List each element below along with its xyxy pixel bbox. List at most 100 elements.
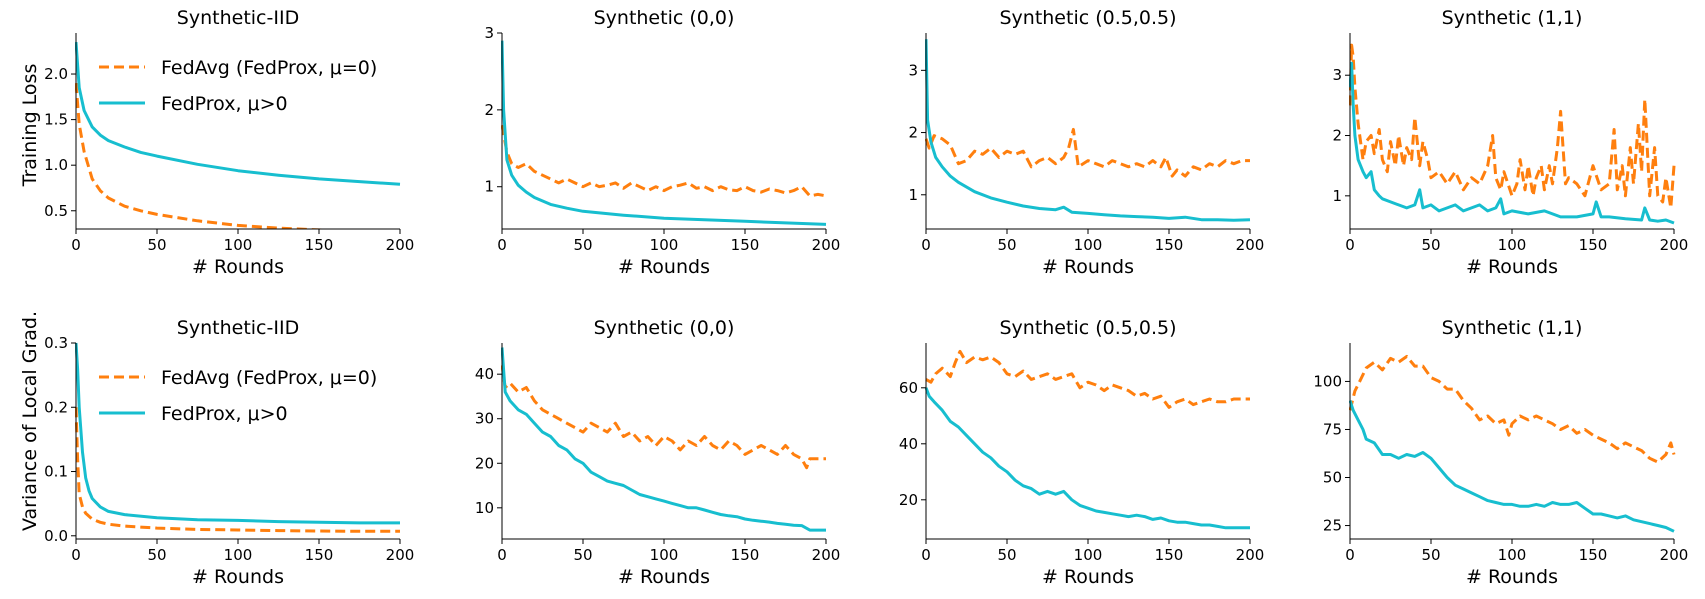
x-axis-label: # Rounds [192,256,284,278]
x-tick-label: 150 [1155,236,1184,254]
y-tick-label: 3 [484,24,494,42]
chart-panel-2: Synthetic (0.5,0.5) 0 50 100 150 200 1 2 3 # Roun… [908,7,1264,278]
panel-title: Synthetic (1,1) [1442,317,1583,339]
y-tick-label: 30 [475,410,494,428]
x-tick-label: 50 [573,546,592,564]
row1-ylabel: Variance of Local Grad. [19,311,41,531]
x-tick-label: 100 [1498,236,1527,254]
series-line-fedavg [925,127,1250,178]
y-tick-label: 60 [899,379,918,397]
series-line-fedprox [925,39,1251,222]
series-line-fedavg [501,124,827,198]
series-line-fedavg [1349,43,1676,210]
x-tick-label: 0 [921,236,931,254]
x-tick-label: 150 [1155,546,1184,564]
y-tick-label: 20 [475,454,494,472]
y-tick-label: 2 [908,124,918,142]
x-tick-label: 200 [1660,236,1689,254]
y-tick-label: 40 [899,435,918,453]
series-line-fedavg [75,407,400,533]
y-tick-label: 2 [484,101,494,119]
y-tick-label: 0.1 [44,463,68,481]
legend-label-fedprox: FedProx, μ>0 [161,403,288,425]
x-tick-label: 200 [386,546,415,564]
y-tick-label: 1 [908,186,918,204]
series-line-fedprox [75,41,401,186]
x-tick-label: 50 [147,546,166,564]
x-tick-label: 0 [1345,546,1355,564]
legend-label-fedavg: FedAvg (FedProx, μ=0) [161,57,377,79]
row0-ylabel: Training Loss [19,64,41,188]
x-tick-label: 150 [305,546,334,564]
x-tick-label: 50 [997,546,1016,564]
chart-panel-4: Synthetic-IID 0 50 100 150 200 0.0 0.1 0.2 0.3 # R… [44,317,414,588]
x-tick-label: 100 [224,236,253,254]
x-tick-label: 200 [386,236,415,254]
y-tick-label: 25 [1323,517,1342,535]
x-tick-label: 200 [812,546,841,564]
x-tick-label: 50 [1421,546,1440,564]
y-tick-label: 1 [484,178,494,196]
y-tick-label: 40 [475,365,494,383]
y-tick-label: 2 [1332,127,1342,145]
x-tick-label: 100 [650,236,679,254]
x-tick-label: 200 [812,236,841,254]
x-tick-label: 50 [1421,236,1440,254]
x-tick-label: 0 [497,236,507,254]
legend-label-fedavg: FedAvg (FedProx, μ=0) [161,367,377,389]
chart-panel-7: Synthetic (1,1) 0 50 100 150 200 25 50 75 100 # Ro… [1313,317,1688,588]
x-tick-label: 50 [997,236,1016,254]
x-tick-label: 200 [1236,236,1265,254]
series-line-fedavg [1349,355,1676,464]
panel-title: Synthetic (0,0) [594,7,735,29]
x-tick-label: 150 [1579,546,1608,564]
x-tick-label: 0 [1345,236,1355,254]
y-tick-label: 20 [899,491,918,509]
panel-title: Synthetic-IID [177,317,299,339]
x-tick-label: 150 [731,236,760,254]
x-tick-label: 150 [1579,236,1608,254]
y-tick-label: 3 [1332,66,1342,84]
panel-title: Synthetic (0.5,0.5) [999,317,1176,339]
y-tick-label: 1.0 [44,156,68,174]
x-tick-label: 100 [650,546,679,564]
series-line-fedavg [75,82,333,229]
y-tick-label: 1 [1332,187,1342,205]
x-tick-label: 100 [1074,236,1103,254]
chart-panel-6: Synthetic (0.5,0.5) 0 50 100 150 200 20 40 60 # R… [899,317,1264,588]
x-tick-label: 0 [71,236,81,254]
series-line-fedprox [925,387,1250,530]
x-tick-label: 200 [1660,546,1689,564]
series-line-fedprox [75,342,400,525]
series-line-fedprox [1349,400,1675,533]
x-axis-label: # Rounds [618,566,710,588]
x-tick-label: 50 [147,236,166,254]
y-tick-label: 3 [908,61,918,79]
x-tick-label: 150 [305,236,334,254]
y-tick-label: 2.0 [44,65,68,83]
y-tick-label: 1.5 [44,111,68,129]
legend-label-fedprox: FedProx, μ>0 [161,93,288,115]
x-axis-label: # Rounds [1466,256,1558,278]
chart-panel-0: Synthetic-IID 0 50 100 150 200 0.5 1.0 1.5 2.0 # R… [44,7,414,278]
y-tick-label: 0.2 [44,398,68,416]
panel-title: Synthetic (0,0) [594,317,735,339]
series-line-fedavg [925,349,1250,409]
y-tick-label: 0.0 [44,527,68,545]
y-tick-label: 10 [475,499,494,517]
series-line-fedprox [501,40,827,226]
x-tick-label: 0 [497,546,507,564]
x-tick-label: 150 [731,546,760,564]
x-tick-label: 0 [71,546,81,564]
chart-panel-1: Synthetic (0,0) 0 50 100 150 200 1 2 3 # Rounds [484,7,840,278]
series-line-fedprox [501,347,826,532]
x-tick-label: 100 [1074,546,1103,564]
x-tick-label: 200 [1236,546,1265,564]
x-tick-label: 0 [921,546,931,564]
x-axis-label: # Rounds [1466,566,1558,588]
chart-panel-5: Synthetic (0,0) 0 50 100 150 200 10 20 30 40 # Rou… [475,317,840,588]
y-tick-label: 100 [1313,372,1342,390]
series-line-fedprox [1349,61,1675,225]
panel-title: Synthetic-IID [177,7,299,29]
